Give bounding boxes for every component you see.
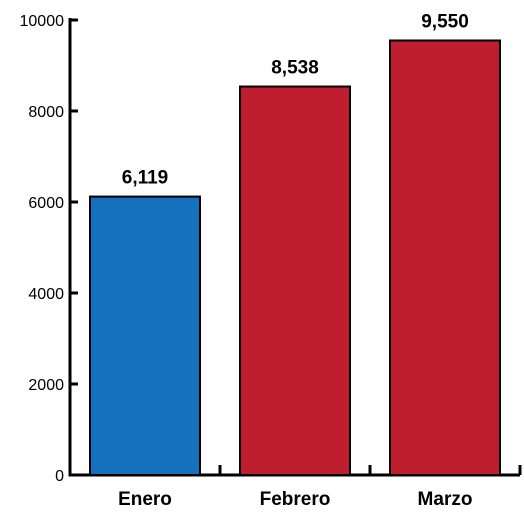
x-tick-label: Febrero	[260, 489, 331, 510]
data-label: 6,119	[122, 168, 169, 189]
bar-febrero	[239, 85, 351, 477]
data-label: 9,550	[421, 11, 469, 32]
labels: 0 2000 4000 6000 8000 10000 6,119 Enero 8,538 Feb…	[20, 11, 473, 510]
x-tick-label: Marzo	[418, 489, 473, 510]
bars	[89, 39, 501, 477]
bar-enero	[89, 195, 201, 476]
data-label: 8,538	[271, 58, 319, 79]
y-tick-label: 10000	[20, 13, 65, 30]
x-tick-label: Enero	[118, 489, 172, 510]
y-tick-label: 2000	[28, 377, 64, 394]
y-tick-label: 8000	[28, 104, 64, 121]
bar-marzo	[389, 39, 501, 476]
y-tick-label: 6000	[28, 195, 64, 212]
y-tick-label: 0	[55, 468, 64, 485]
y-tick-label: 4000	[28, 286, 64, 303]
